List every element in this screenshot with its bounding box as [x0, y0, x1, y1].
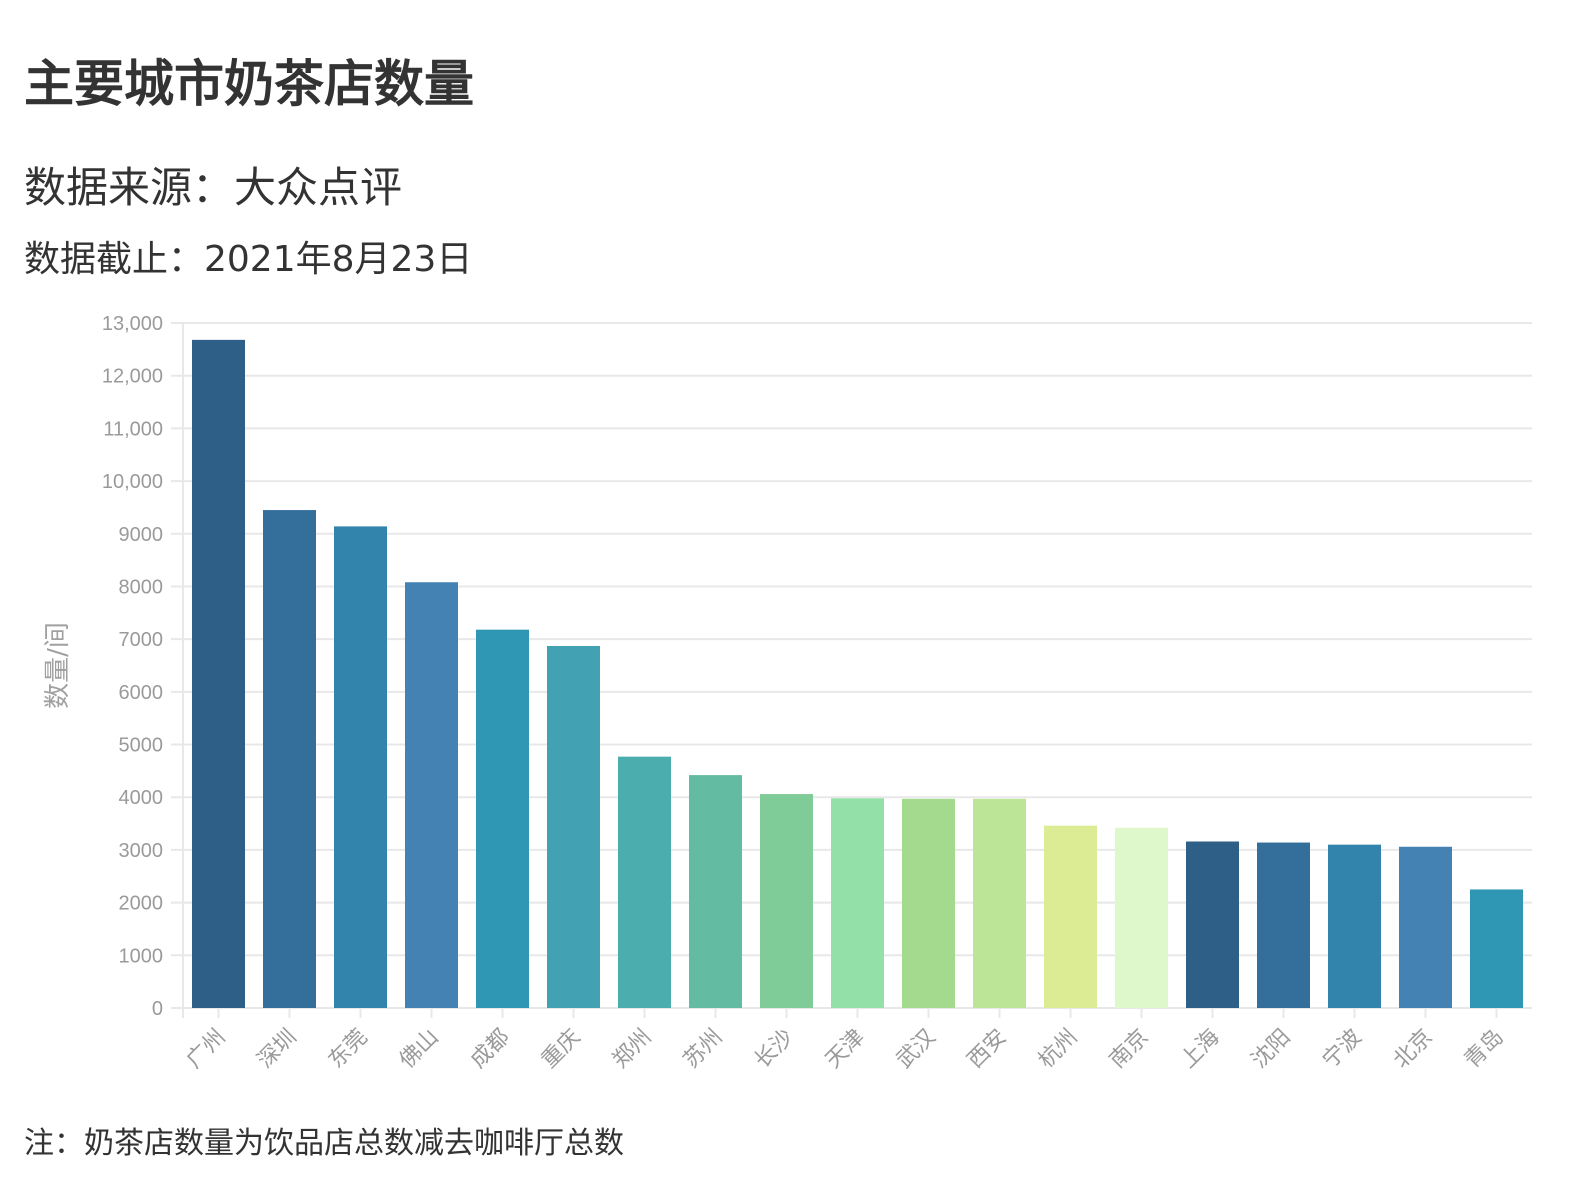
bar[interactable]: [1399, 846, 1452, 1008]
y-tick-label: 7000: [119, 629, 164, 651]
bar[interactable]: [1044, 825, 1097, 1008]
x-tick-label: 成都: [466, 1025, 515, 1074]
y-tick-label: 2000: [119, 893, 164, 915]
y-tick-label: 5000: [119, 735, 164, 757]
bar[interactable]: [405, 582, 458, 1008]
x-tick-label: 武汉: [892, 1025, 941, 1074]
bar[interactable]: [1328, 844, 1381, 1008]
footnote: 注：奶茶店数量为饮品店总数减去咖啡厅总数: [24, 1126, 624, 1161]
data-source: 数据来源：大众点评: [24, 163, 403, 212]
y-tick-label: 4000: [119, 787, 164, 809]
y-axis-ticks: 0 1000 2000 3000 4000 5000 6000 7000 8000 9000 10,…: [102, 313, 163, 1020]
bar[interactable]: [547, 646, 600, 1008]
x-tick-label: 广州: [182, 1025, 231, 1074]
bar[interactable]: [760, 794, 813, 1008]
x-axis-ticks: 广州 深圳 东莞 佛山 成都 重庆 郑州 苏州 长沙 天津 武汉 西安 杭州 南京 上海 沈阳 宁波 北京 青岛: [182, 1008, 1509, 1073]
y-tick-label: 10,000: [102, 471, 163, 493]
bar[interactable]: [1470, 889, 1523, 1008]
bar[interactable]: [192, 339, 245, 1008]
x-tick-label: 深圳: [253, 1025, 302, 1074]
x-tick-label: 北京: [1389, 1025, 1438, 1074]
x-tick-label: 南京: [1105, 1025, 1154, 1074]
y-tick-label: 1000: [119, 945, 164, 967]
x-tick-label: 苏州: [679, 1025, 728, 1074]
x-tick-label: 宁波: [1318, 1025, 1367, 1074]
x-tick-label: 西安: [963, 1025, 1012, 1074]
bar[interactable]: [334, 526, 387, 1008]
bar[interactable]: [973, 798, 1026, 1008]
x-tick-label: 东莞: [324, 1025, 373, 1074]
x-tick-label: 佛山: [395, 1025, 444, 1074]
x-tick-label: 天津: [821, 1025, 870, 1074]
data-cutoff-date: 数据截止：2021年8月23日: [24, 239, 473, 280]
x-tick-label: 沈阳: [1247, 1025, 1296, 1074]
x-tick-label: 重庆: [537, 1025, 586, 1074]
bar[interactable]: [831, 798, 884, 1008]
x-tick-label: 郑州: [608, 1025, 657, 1074]
bar[interactable]: [263, 510, 316, 1008]
y-tick-label: 0: [152, 998, 163, 1020]
y-tick-label: 13,000: [102, 313, 163, 335]
bars: [192, 339, 1523, 1008]
bar[interactable]: [476, 629, 529, 1008]
x-tick-label: 长沙: [750, 1025, 799, 1074]
bar[interactable]: [618, 756, 671, 1008]
y-tick-label: 11,000: [103, 418, 163, 440]
y-tick-label: 9000: [119, 524, 164, 546]
y-tick-label: 6000: [119, 682, 164, 704]
y-tick-label: 8000: [119, 576, 164, 598]
bar[interactable]: [902, 798, 955, 1008]
bar[interactable]: [689, 775, 742, 1008]
y-tick-label: 3000: [119, 840, 164, 862]
bar[interactable]: [1186, 841, 1239, 1008]
x-tick-label: 青岛: [1460, 1025, 1509, 1074]
bar[interactable]: [1115, 827, 1168, 1008]
x-tick-label: 杭州: [1034, 1025, 1083, 1074]
y-tick-label: 12,000: [102, 366, 163, 388]
y-axis-title: 数量/间: [43, 622, 73, 709]
chart-title: 主要城市奶茶店数量: [24, 55, 474, 113]
x-tick-label: 上海: [1176, 1025, 1225, 1074]
bar[interactable]: [1257, 842, 1310, 1008]
bar-chart: 0 1000 2000 3000 4000 5000 6000 7000 8000 9000 10,…: [43, 313, 1532, 1073]
